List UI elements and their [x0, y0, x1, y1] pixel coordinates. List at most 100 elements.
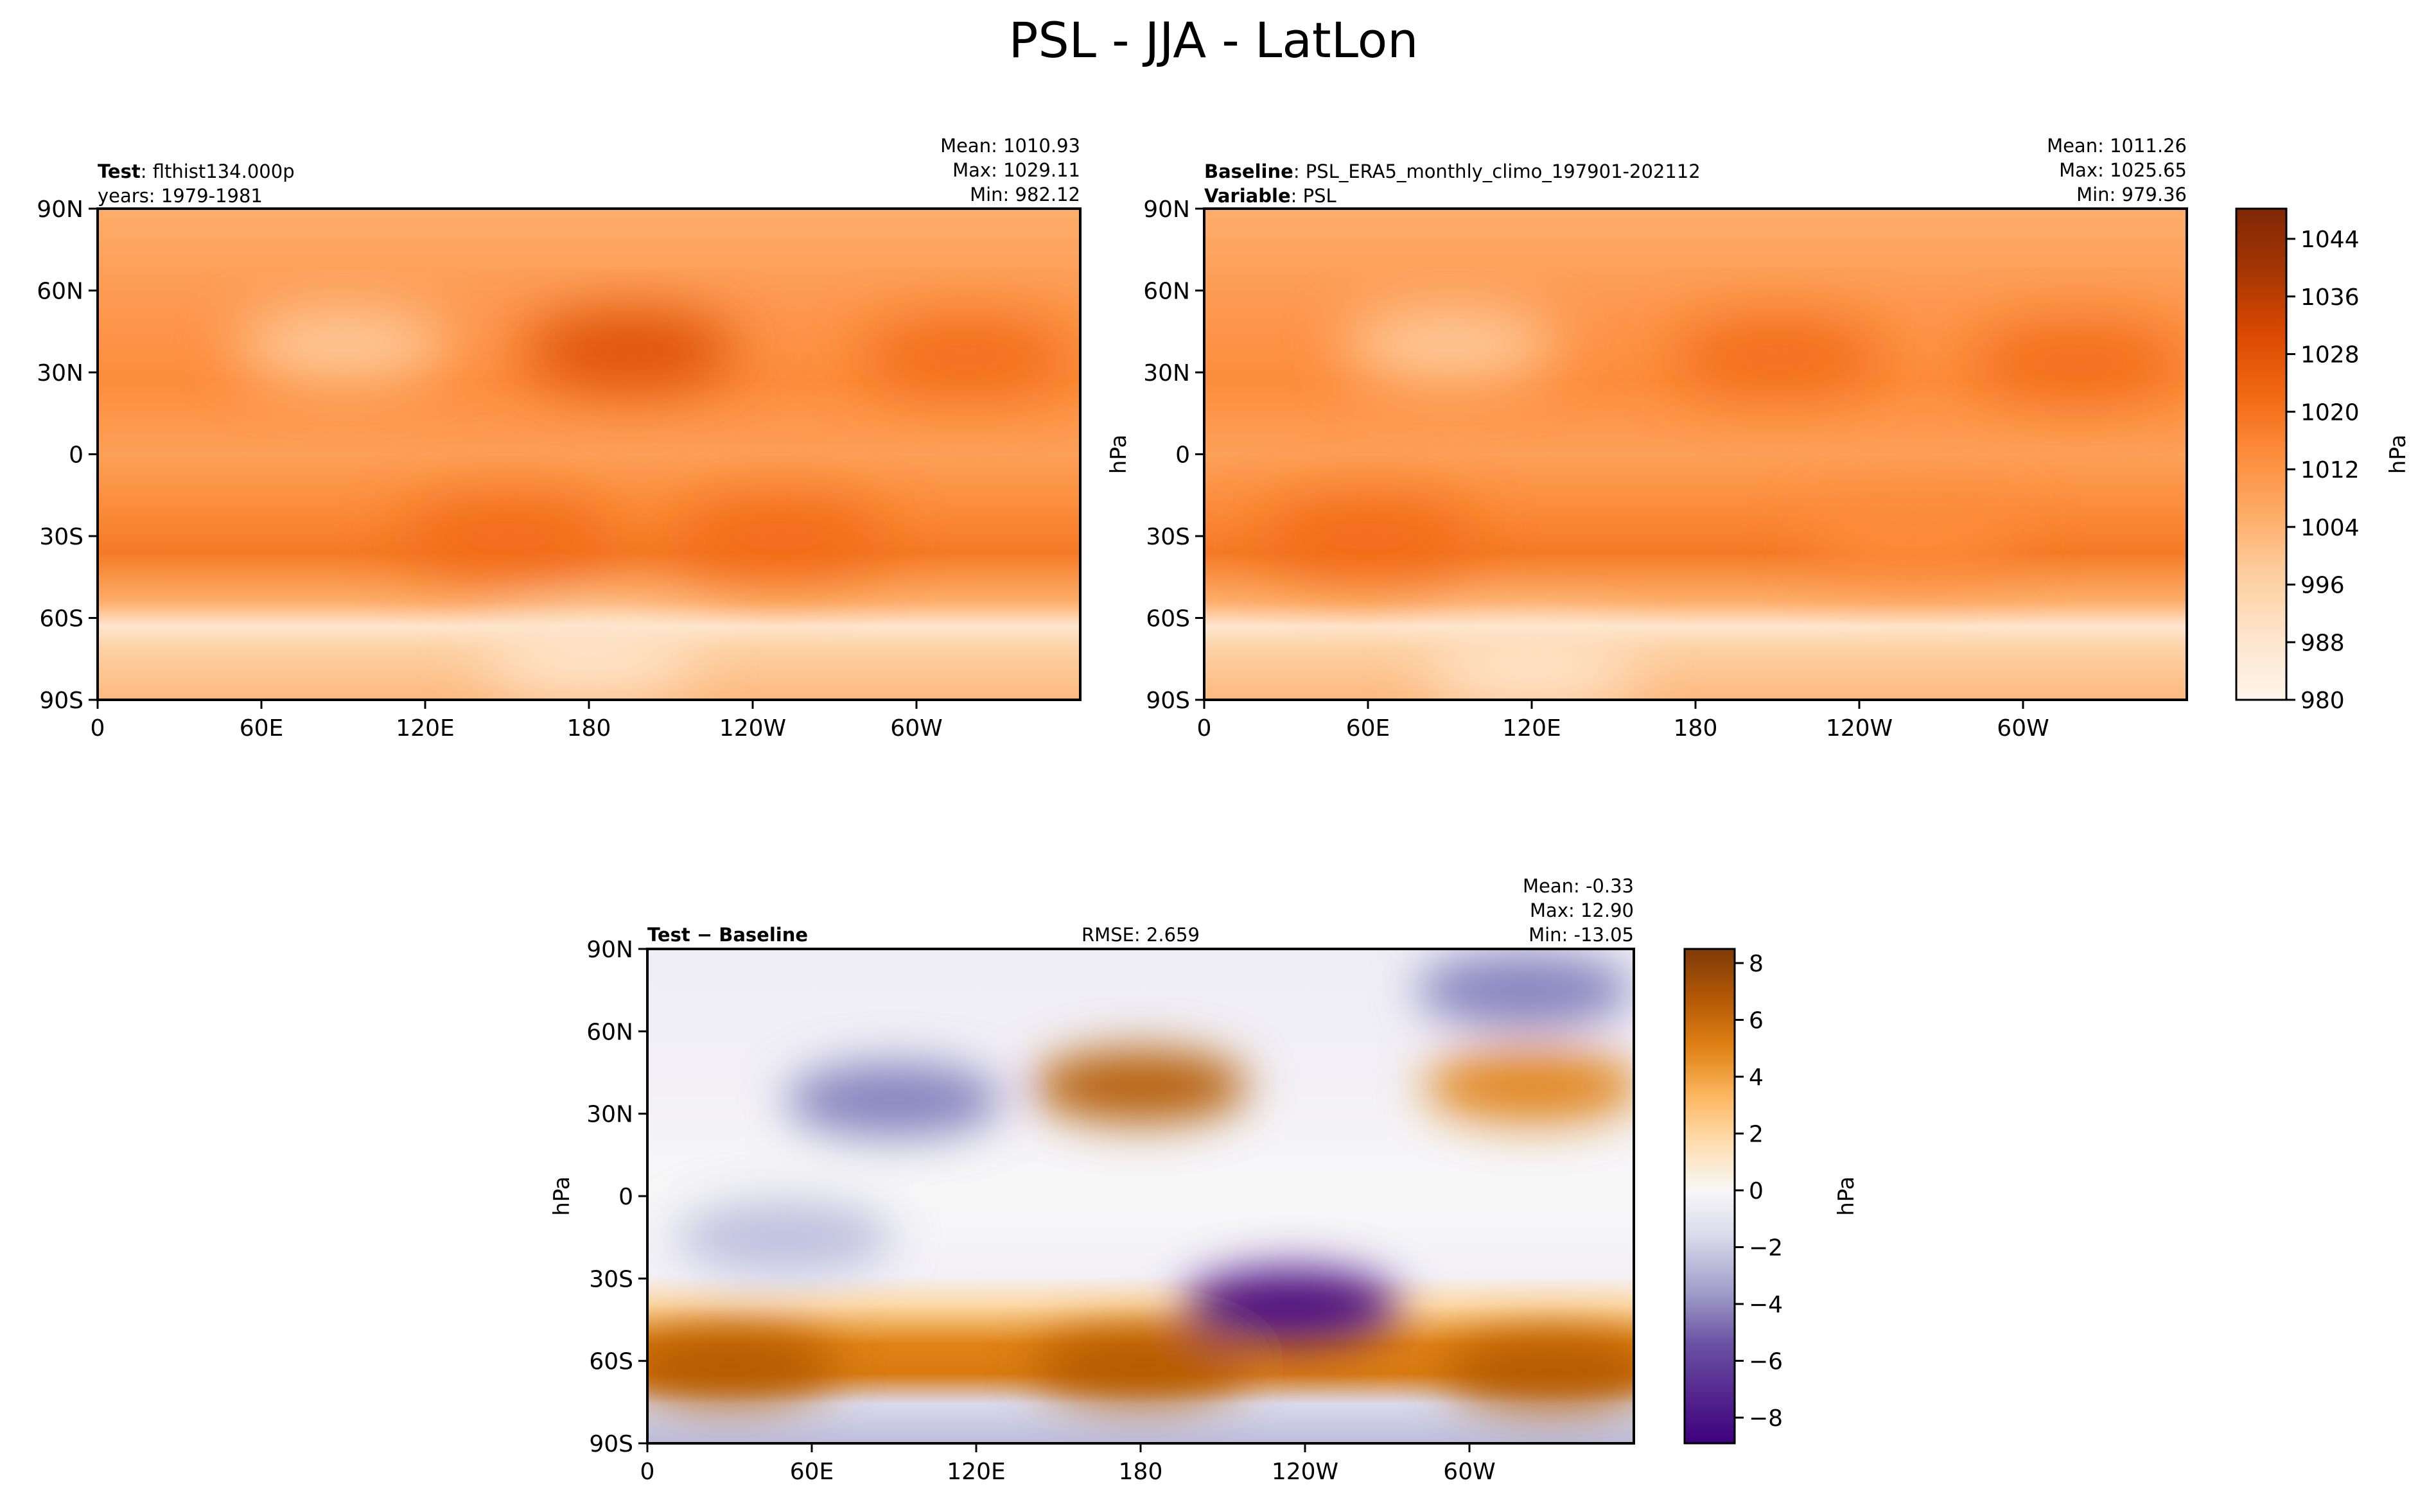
panel-stat: Mean: -0.33 [1523, 875, 1634, 897]
field-test [98, 209, 1080, 700]
field-feature-1 [1969, 324, 2186, 399]
panel-center-title: RMSE: 2.659 [1082, 924, 1200, 946]
x-tick-label: 120E [396, 715, 454, 742]
field-difference [647, 949, 1634, 1443]
y-tick-label: 30S [39, 524, 83, 550]
x-tick-label: 60W [1443, 1459, 1495, 1485]
colorbar-label: hPa [2385, 435, 2411, 474]
panel-stat: Max: 1029.11 [952, 159, 1080, 181]
field-feature-5 [480, 621, 697, 696]
y-tick-label: 90N [586, 937, 633, 963]
colorbar-tick-label: 1036 [2300, 284, 2360, 311]
field-feature-1 [1424, 1049, 1634, 1124]
y-tick-label: 60N [37, 279, 83, 305]
field-feature-0 [1032, 1049, 1249, 1124]
colorbar-tick-label: −4 [1749, 1292, 1783, 1318]
colorbar-tick-label: 1012 [2300, 457, 2360, 483]
colorbar-scale [1683, 948, 1736, 1445]
panel-stat: Max: 12.90 [1530, 899, 1634, 921]
panel-stat: Min: 979.36 [2076, 184, 2187, 205]
x-tick-label: 120W [1272, 1459, 1338, 1485]
x-tick-label: 0 [1197, 715, 1212, 742]
y-tick-label: 30N [1143, 360, 1190, 387]
field-feature-6 [1443, 1335, 1634, 1409]
x-tick-label: 60E [240, 715, 284, 742]
y-tick-label: 90N [1143, 196, 1190, 223]
x-tick-label: 0 [91, 715, 105, 742]
colorbar-tick-label: 980 [2300, 688, 2345, 714]
x-tick-label: 0 [640, 1459, 655, 1485]
panel-stat: Mean: 1011.26 [2047, 135, 2187, 157]
panel-left-title: Baseline: PSL_ERA5_monthly_climo_197901-… [1204, 161, 1701, 182]
x-tick-label: 180 [567, 715, 611, 742]
figure-title: PSL - JJA - LatLon [1008, 12, 1419, 69]
field-feature-2 [235, 308, 451, 382]
x-tick-label: 120W [719, 715, 786, 742]
field-feature-4 [1805, 499, 2022, 573]
x-tick-label: 60W [1997, 715, 2049, 742]
y-tick-label: 30N [586, 1102, 633, 1128]
panel-stat: Mean: 1010.93 [940, 135, 1080, 157]
y-tick-label: 60N [586, 1019, 633, 1045]
panel-stat: Min: 982.12 [970, 184, 1080, 205]
x-tick-label: 60W [890, 715, 942, 742]
colorbar-tick-label: 6 [1749, 1008, 1764, 1034]
y-tick-label: 60S [589, 1349, 633, 1375]
field-background [1204, 209, 2187, 700]
y-tick-label: 90S [1146, 688, 1190, 714]
field-feature-7 [647, 1329, 838, 1403]
panel-left-subtitle: Variable: PSL [1204, 185, 1336, 207]
y-tick-label: 0 [69, 442, 83, 469]
panel-title-key: Test [98, 161, 141, 182]
map-panel-baseline: 0 60E 120E 180 120W 60W 90N 60N 30N 0 30S 60S 90S hPa… [1106, 135, 2188, 742]
y-axis-label: hPa [1106, 435, 1132, 474]
colorbar-tick-label: 4 [1749, 1064, 1764, 1091]
panel-left-title: Test: flthist134.000p [98, 161, 295, 182]
panel-subtitle-value: : PSL [1291, 185, 1336, 207]
field-feature-5 [1423, 636, 1640, 700]
colorbar-tick-label: 1028 [2300, 342, 2360, 369]
panel-title-key: Baseline [1204, 161, 1293, 182]
colorbar-difference: 8 6 4 2 0 −2 −4 −6 −8 hPa [1683, 948, 1859, 1445]
field-feature-3 [1259, 499, 1476, 573]
y-axis-label: hPa [549, 1176, 575, 1215]
y-tick-label: 60S [39, 606, 83, 632]
x-tick-label: 180 [1119, 1459, 1163, 1485]
colorbar-tick-label: 8 [1749, 951, 1764, 977]
panel-title-value: : flthist134.000p [141, 161, 295, 182]
colorbar-tick-label: 1044 [2300, 227, 2360, 253]
field-feature-2 [1342, 308, 1558, 382]
field-feature-0 [1669, 319, 1886, 393]
y-tick-label: 90S [589, 1431, 633, 1457]
field-feature-5 [1032, 1329, 1249, 1403]
y-tick-label: 30S [589, 1266, 633, 1292]
colorbar-tick-label: 1020 [2300, 399, 2360, 426]
panel-left-title: Test − Baseline [647, 924, 808, 946]
colorbar-tick-label: 2 [1749, 1122, 1764, 1148]
field-anomalies [235, 308, 1074, 696]
field-feature-8 [676, 1200, 893, 1274]
field-background [98, 209, 1080, 700]
panel-subtitle-key: Variable [1204, 185, 1291, 207]
colorbar-tick-label: 0 [1749, 1178, 1764, 1204]
y-tick-label: 60S [1146, 606, 1190, 632]
colorbar-tick-label: −8 [1749, 1405, 1783, 1432]
panel-stat: Max: 1025.65 [2059, 159, 2187, 181]
x-tick-label: 120E [1502, 715, 1561, 742]
x-tick-label: 120E [947, 1459, 1005, 1485]
x-tick-label: 120W [1826, 715, 1893, 742]
y-tick-label: 30N [37, 360, 83, 387]
map-panel-difference: 0 60E 120E 180 120W 60W 90N 60N 30N 0 30S 60S 90S hPa… [549, 875, 1635, 1485]
panel-left-subtitle: years: 1979-1981 [98, 185, 263, 207]
field-feature-1 [857, 319, 1074, 393]
colorbar-tick-label: −2 [1749, 1235, 1783, 1262]
field-feature-4 [672, 499, 888, 573]
map-panel-test: 0 60E 120E 180 120W 60W 90N 60N 30N 0 30S 60S 90S Tes… [37, 135, 1082, 742]
colorbar-tick-label: 996 [2300, 573, 2345, 599]
field-anomalies [647, 953, 1634, 1409]
colorbar-tick-label: −6 [1749, 1349, 1783, 1375]
y-tick-label: 60N [1143, 279, 1190, 305]
y-tick-label: 90S [39, 688, 83, 714]
colorbar-tick-label: 1004 [2300, 515, 2360, 541]
x-tick-label: 60E [790, 1459, 834, 1485]
